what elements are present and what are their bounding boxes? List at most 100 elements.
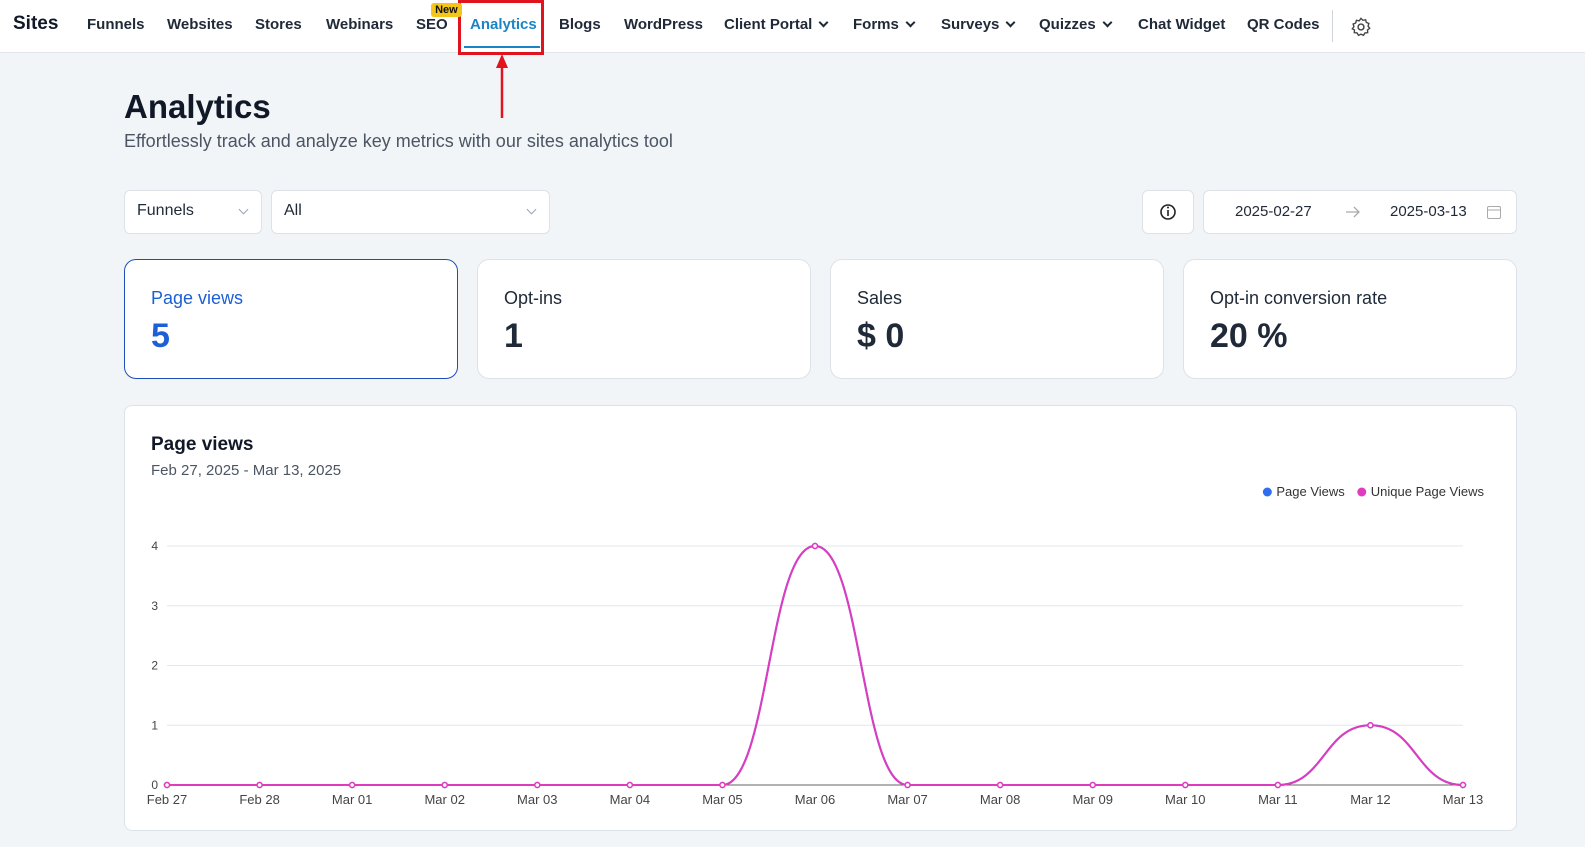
nav-item[interactable]: Websites bbox=[167, 16, 233, 33]
stat-label: Opt-ins bbox=[504, 288, 563, 308]
data-point bbox=[996, 781, 1004, 789]
date-range[interactable]: 2025-02-27 2025-03-13 bbox=[1203, 190, 1517, 234]
y-tick-label: 4 bbox=[151, 539, 158, 553]
data-point bbox=[626, 781, 634, 789]
nav-item[interactable]: QR Codes bbox=[1247, 16, 1320, 33]
chart-card: Page views Feb 27, 2025 - Mar 13, 2025 0… bbox=[124, 405, 1517, 831]
data-point bbox=[811, 542, 819, 550]
dropdown-chevron bbox=[818, 17, 829, 28]
chart-title: Page views bbox=[151, 434, 253, 455]
x-tick-label: Feb 27 bbox=[147, 792, 187, 807]
end-date: 2025-03-13 bbox=[1390, 203, 1467, 220]
nav-item[interactable]: SEO New bbox=[416, 3, 462, 33]
x-tick-label: Mar 12 bbox=[1350, 792, 1390, 807]
nav-item-label: Chat Widget bbox=[1138, 16, 1226, 33]
nav-item-label: Quizzes bbox=[1039, 16, 1096, 33]
x-tick-label: Mar 07 bbox=[887, 792, 927, 807]
highlight-box bbox=[458, 0, 544, 55]
scope-select[interactable]: All bbox=[271, 190, 550, 234]
x-tick-label: Mar 02 bbox=[424, 792, 464, 807]
divider bbox=[1332, 10, 1333, 42]
chart: Page views Feb 27, 2025 - Mar 13, 2025 0… bbox=[147, 434, 1485, 807]
legend-marker bbox=[1262, 487, 1272, 497]
nav-item[interactable]: Analytics bbox=[470, 16, 537, 33]
annotation-arrow bbox=[496, 54, 508, 118]
data-point bbox=[1367, 722, 1374, 729]
nav-item[interactable]: Blogs bbox=[559, 16, 601, 33]
data-point bbox=[1274, 781, 1282, 789]
x-tick-label: Mar 05 bbox=[702, 792, 742, 807]
nav-item-label: Blogs bbox=[559, 16, 601, 33]
top-nav: Sites Funnels Websites Stores Webinars SEO Ne… bbox=[0, 0, 1585, 55]
nav-item-label: Analytics bbox=[470, 16, 537, 33]
data-point bbox=[441, 781, 448, 789]
y-tick-label: 0 bbox=[151, 778, 158, 792]
x-tick-label: Mar 11 bbox=[1258, 792, 1298, 807]
stat-label: Page views bbox=[151, 288, 244, 308]
info-button[interactable] bbox=[1142, 190, 1194, 234]
x-tick-label: Mar 10 bbox=[1165, 792, 1205, 807]
nav-item-label: SEO bbox=[416, 16, 448, 33]
active-underline bbox=[464, 46, 540, 48]
data-point bbox=[1459, 781, 1467, 789]
type-select[interactable]: Funnels bbox=[124, 190, 262, 234]
nav-item-label: Client Portal bbox=[724, 16, 813, 33]
x-tick-label: Mar 08 bbox=[980, 792, 1020, 807]
nav-item-label: Forms bbox=[853, 16, 899, 33]
info-icon bbox=[1160, 204, 1176, 220]
nav-item[interactable]: Surveys bbox=[941, 16, 1016, 33]
nav-item-label: Stores bbox=[255, 16, 302, 33]
x-tick-label: Mar 06 bbox=[795, 792, 835, 807]
stat-card[interactable]: Opt-in conversion rate 20 % bbox=[1183, 259, 1517, 379]
settings-icon[interactable] bbox=[1350, 16, 1372, 38]
page-title: Analytics bbox=[124, 88, 271, 125]
nav-item[interactable]: Quizzes bbox=[1039, 16, 1113, 33]
legend-label: Page Views bbox=[1276, 484, 1345, 499]
data-point bbox=[256, 781, 263, 789]
data-point bbox=[904, 781, 911, 789]
new-badge: New bbox=[431, 3, 462, 17]
x-tick-label: Mar 04 bbox=[610, 792, 650, 807]
y-tick-label: 1 bbox=[151, 718, 158, 732]
nav-item-label: Webinars bbox=[326, 16, 394, 33]
nav-item-label: Surveys bbox=[941, 16, 1000, 33]
stat-card[interactable]: Page views 5 bbox=[124, 259, 458, 379]
stat-value: $ 0 bbox=[857, 317, 905, 355]
scope-select-value: All bbox=[284, 202, 302, 219]
stat-value: 1 bbox=[504, 317, 523, 355]
x-tick-label: Mar 03 bbox=[517, 792, 557, 807]
dropdown-chevron bbox=[1005, 17, 1016, 28]
start-date: 2025-02-27 bbox=[1235, 203, 1312, 220]
data-point bbox=[163, 781, 171, 789]
nav-item[interactable]: Chat Widget bbox=[1138, 16, 1225, 33]
nav-item[interactable]: WordPress bbox=[624, 16, 703, 33]
x-tick-label: Mar 09 bbox=[1072, 792, 1112, 807]
type-select-value: Funnels bbox=[137, 202, 194, 219]
legend-marker bbox=[1357, 487, 1367, 497]
data-point bbox=[348, 781, 356, 789]
page-subtitle: Effortlessly track and analyze key metri… bbox=[124, 131, 673, 151]
brand: Sites bbox=[13, 13, 59, 34]
nav-item-label: Websites bbox=[167, 16, 233, 33]
stat-card[interactable]: Opt-ins 1 bbox=[477, 259, 811, 379]
nav-item[interactable]: Stores bbox=[255, 16, 302, 33]
stat-value: 5 bbox=[151, 317, 170, 355]
chart-subtitle: Feb 27, 2025 - Mar 13, 2025 bbox=[151, 462, 341, 479]
series-line bbox=[166, 544, 1464, 787]
x-tick-label: Mar 01 bbox=[332, 792, 372, 807]
x-tick-label: Feb 28 bbox=[239, 792, 279, 807]
nav-item[interactable]: Forms bbox=[853, 16, 916, 33]
dropdown-chevron bbox=[905, 17, 916, 28]
calendar-icon bbox=[1487, 206, 1501, 219]
nav-item[interactable]: Webinars bbox=[326, 16, 393, 33]
stat-label: Sales bbox=[857, 288, 903, 308]
stat-card[interactable]: Sales $ 0 bbox=[830, 259, 1164, 379]
y-tick-label: 3 bbox=[151, 599, 158, 613]
data-point bbox=[1089, 781, 1096, 789]
nav-item-label: WordPress bbox=[624, 16, 703, 33]
nav-item-label: QR Codes bbox=[1247, 16, 1320, 33]
nav-item[interactable]: Funnels bbox=[87, 16, 145, 33]
nav-item[interactable]: Client Portal bbox=[724, 16, 829, 33]
